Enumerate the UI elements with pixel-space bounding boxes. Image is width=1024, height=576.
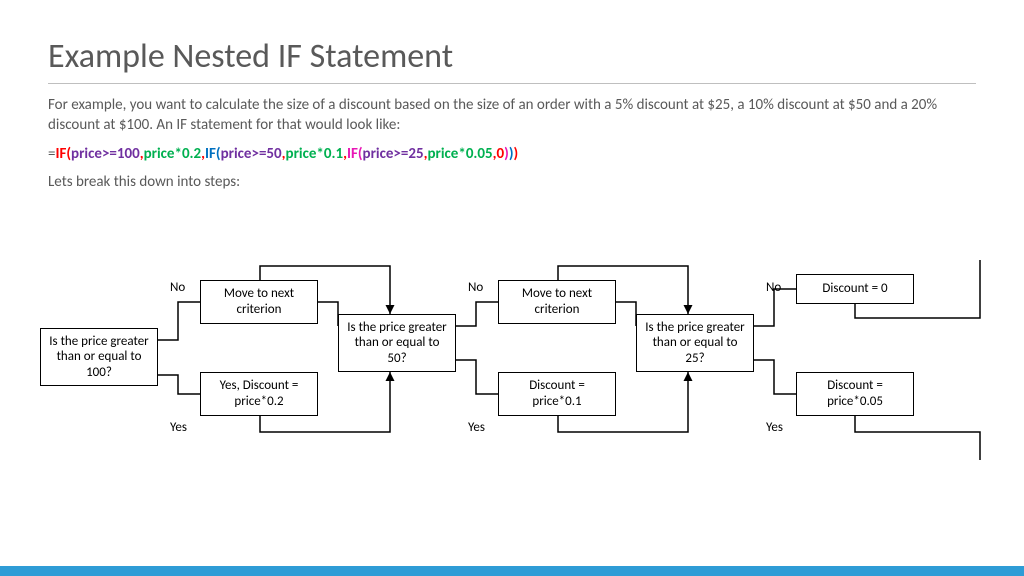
no-label-1: No: [170, 280, 185, 295]
formula-line: =IF(price>=100,price*0.2,IF(price>=50,pr…: [48, 145, 976, 163]
breakdown-intro: Lets break this down into steps:: [48, 173, 976, 193]
no-label-2: No: [468, 280, 483, 295]
intro-paragraph: For example, you want to calculate the s…: [48, 96, 976, 135]
no-label-3: No: [766, 280, 781, 295]
slide-title: Example Nested IF Statement: [48, 36, 976, 84]
yes-label-1: Yes: [170, 420, 187, 435]
no-result-box-3: Discount = 0: [796, 274, 914, 304]
decision-box-3: Is the price greater than or equal to 25…: [636, 314, 754, 372]
flowchart: Is the price greater than or equal to 10…: [0, 260, 1024, 540]
result-box-2: Discount = price*0.1: [498, 372, 616, 416]
result-box-1: Yes, Discount = price*0.2: [200, 372, 318, 416]
footer-accent-bar: [0, 566, 1024, 576]
yes-label-2: Yes: [468, 420, 485, 435]
next-box-2: Move to next criterion: [498, 280, 616, 324]
decision-box-2: Is the price greater than or equal to 50…: [338, 314, 456, 372]
decision-box-1: Is the price greater than or equal to 10…: [40, 328, 158, 386]
yes-label-3: Yes: [766, 420, 783, 435]
result-box-3: Discount = price*0.05: [796, 372, 914, 416]
next-box-1: Move to next criterion: [200, 280, 318, 324]
